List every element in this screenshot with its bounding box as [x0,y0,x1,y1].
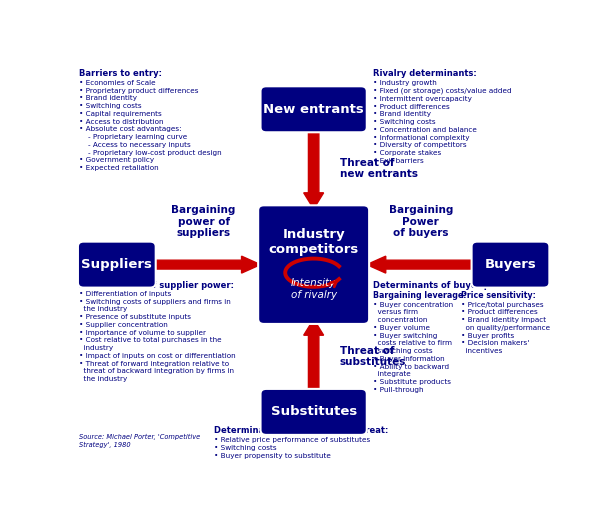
Text: Price sensitivity:: Price sensitivity: [461,291,536,300]
Text: Rivalry determinants:: Rivalry determinants: [373,69,477,78]
Polygon shape [367,256,476,273]
Text: Determinants of susbtitution threat:: Determinants of susbtitution threat: [214,426,389,435]
Text: Source: Michael Porter, 'Competitive
Strategy', 1980: Source: Michael Porter, 'Competitive Str… [79,434,200,448]
Text: New entrants: New entrants [263,103,364,116]
Text: Bargaining
Power
of buyers: Bargaining Power of buyers [389,205,453,238]
Polygon shape [304,128,324,209]
FancyBboxPatch shape [78,242,155,288]
Text: Suppliers: Suppliers [81,258,152,271]
Text: Bargaining
power of
suppliers: Bargaining power of suppliers [171,205,236,238]
Polygon shape [304,319,324,393]
Text: • Industry growth
• Fixed (or storage) costs/value added
• Intermittent overcapa: • Industry growth • Fixed (or storage) c… [373,80,512,164]
FancyBboxPatch shape [261,86,367,132]
Text: • Price/total purchases
• Product differences
• Brand identity impact
  on quali: • Price/total purchases • Product differ… [461,302,550,354]
Text: Determinants of supplier power:: Determinants of supplier power: [79,281,234,290]
FancyBboxPatch shape [472,242,550,288]
Text: Barriers to entry:: Barriers to entry: [79,69,162,78]
FancyBboxPatch shape [258,205,369,324]
Text: • Differentiation of inputs
• Switching costs of suppliers and firms in
  the in: • Differentiation of inputs • Switching … [79,291,236,382]
FancyBboxPatch shape [261,389,367,435]
Text: Industry
competitors: Industry competitors [269,228,359,256]
Text: Threat of
substitutes: Threat of substitutes [340,346,406,367]
Text: • Relative price performance of substitutes
• Switching costs
• Buyer propensity: • Relative price performance of substitu… [214,438,370,459]
Text: Determinants of buyer power:: Determinants of buyer power: [373,281,517,290]
Text: Bargaining leverage:: Bargaining leverage: [373,291,466,300]
Text: Substitutes: Substitutes [271,406,357,418]
Text: • Economies of Scale
• Proprietary product differences
• Brand identity
• Switch: • Economies of Scale • Proprietary produ… [79,80,222,171]
Polygon shape [151,256,261,273]
Text: Intensity
of rivalry: Intensity of rivalry [291,278,337,300]
Text: Threat of
new entrants: Threat of new entrants [340,158,418,179]
Text: Buyers: Buyers [485,258,536,271]
Text: • Buyer concentration
  versus firm
  concentration
• Buyer volume
• Buyer switc: • Buyer concentration versus firm concen… [373,302,453,393]
